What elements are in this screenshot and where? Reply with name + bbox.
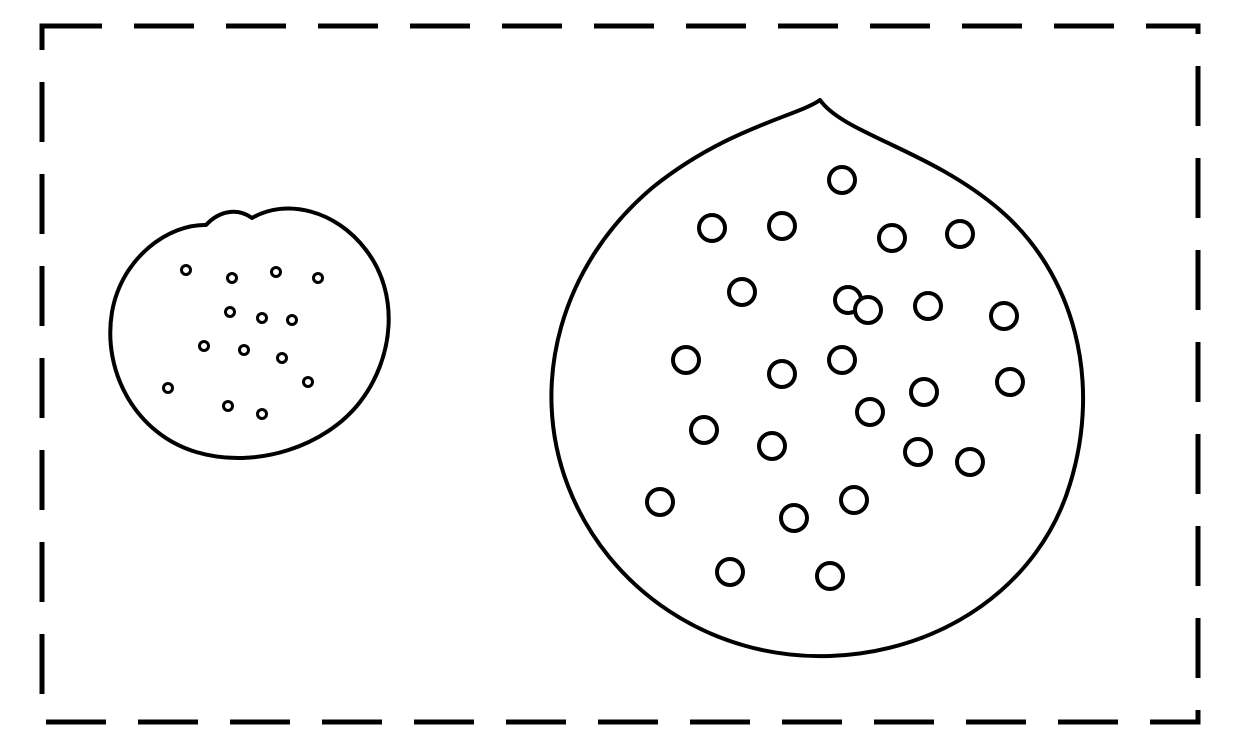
- small-point: [164, 384, 173, 393]
- small-point: [200, 342, 209, 351]
- large-point: [769, 213, 795, 239]
- small-point: [228, 274, 237, 283]
- large-point: [857, 399, 883, 425]
- small-point: [182, 266, 191, 275]
- large-point: [647, 489, 673, 515]
- large-point: [841, 487, 867, 513]
- large-point: [717, 559, 743, 585]
- small-point: [240, 346, 249, 355]
- large-point: [957, 449, 983, 475]
- large-point: [759, 433, 785, 459]
- small-point: [278, 354, 287, 363]
- small-point: [226, 308, 235, 317]
- large-point: [997, 369, 1023, 395]
- large-point: [905, 439, 931, 465]
- large-point: [829, 167, 855, 193]
- large-point: [691, 417, 717, 443]
- small-point: [258, 410, 267, 419]
- small-point: [288, 316, 297, 325]
- large-point: [879, 225, 905, 251]
- large-point: [829, 347, 855, 373]
- large-point: [915, 293, 941, 319]
- large-point: [947, 221, 973, 247]
- small-point: [258, 314, 267, 323]
- small-point: [272, 268, 281, 277]
- small-point: [224, 402, 233, 411]
- large-point: [781, 505, 807, 531]
- small-point: [314, 274, 323, 283]
- canvas-background: [0, 0, 1240, 748]
- large-point: [855, 297, 881, 323]
- large-point: [911, 379, 937, 405]
- large-point: [699, 215, 725, 241]
- large-point: [673, 347, 699, 373]
- large-point: [729, 279, 755, 305]
- large-point: [991, 303, 1017, 329]
- large-point: [769, 361, 795, 387]
- small-point: [304, 378, 313, 387]
- large-point: [817, 563, 843, 589]
